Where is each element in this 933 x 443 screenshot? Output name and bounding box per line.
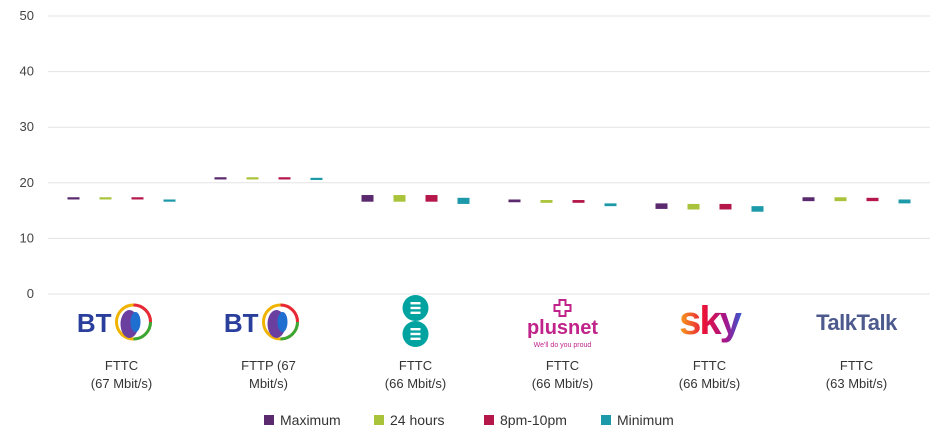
bar-24-hours (99, 197, 112, 200)
bar-minimum (457, 197, 470, 204)
logo-text: BT (224, 308, 259, 338)
logo-plusnet: plusnet We'll do you proud (527, 299, 598, 349)
provider-logos: BT BT E E plusnet We'll do you proud sky TalkT… (77, 295, 899, 349)
logo-ee: E E (402, 295, 429, 347)
category-label-line2: (67 Mbit/s) (91, 376, 152, 391)
category-label-line2: (66 Mbit/s) (385, 376, 446, 391)
plusnet-cross-icon (553, 299, 572, 317)
legend-label: 24 hours (390, 412, 444, 428)
legend-label: Minimum (617, 412, 674, 428)
y-tick-label: 30 (20, 119, 34, 134)
bar-24-hours (540, 200, 553, 203)
bar-maximum (802, 197, 815, 202)
bar-minimum (751, 206, 764, 212)
bar-8pm-10pm (425, 195, 438, 202)
bar-maximum (214, 177, 227, 180)
bar-8pm-10pm (131, 197, 144, 200)
bar-minimum (898, 199, 911, 204)
logo-bt: BT (77, 303, 152, 341)
bar-8pm-10pm (866, 197, 879, 202)
talktalk-logo-icon: TalkTalk (816, 310, 898, 335)
bar-maximum (655, 203, 668, 209)
bar-24-hours (246, 177, 259, 180)
bar-8pm-10pm (278, 177, 291, 180)
bt-globe-icon (262, 303, 299, 341)
legend: Maximum 24 hours 8pm-10pm Minimum (264, 412, 674, 428)
bt-globe-icon (115, 303, 152, 341)
gridlines (48, 15, 930, 295)
legend-item: Maximum (264, 412, 341, 428)
legend-swatch (374, 415, 384, 425)
bar-minimum (163, 199, 176, 202)
bar-8pm-10pm (719, 203, 732, 210)
legend-swatch (484, 415, 494, 425)
legend-swatch (264, 415, 274, 425)
bar-maximum (508, 199, 521, 203)
y-tick-label: 0 (27, 286, 34, 301)
category-label-line1: FTTC (840, 358, 873, 373)
bar-maximum (67, 197, 80, 200)
legend-item: 8pm-10pm (484, 412, 567, 428)
bar-maximum (361, 195, 374, 202)
logo-tagline: We'll do you proud (534, 342, 592, 349)
logo-talktalk: TalkTalk (816, 310, 899, 335)
y-tick-label: 10 (20, 230, 34, 245)
legend-label: 8pm-10pm (500, 412, 567, 428)
category-label-line1: FTTC (693, 358, 726, 373)
ee-logo-icon (402, 295, 429, 347)
logo-bt: BT (224, 303, 299, 341)
legend-label: Maximum (280, 412, 341, 428)
logo-sky: sky (679, 299, 744, 343)
category-label-line2: (63 Mbit/s) (826, 376, 887, 391)
category-labels: FTTC (67 Mbit/s) FTTP (67 Mbit/s) FTTC (66 Mb… (91, 358, 887, 391)
category-label-line1: FTTC (105, 358, 138, 373)
category-label-line1: FTTC (399, 358, 432, 373)
category-label-line1: FTTP (67 (241, 358, 296, 373)
category-label-line1: FTTC (546, 358, 579, 373)
category-label-line2: (66 Mbit/s) (679, 376, 740, 391)
bars (67, 177, 911, 212)
y-tick-label: 20 (20, 175, 34, 190)
logo-text: plusnet (527, 317, 598, 339)
legend-item: Minimum (601, 412, 674, 428)
bar-minimum (310, 177, 323, 181)
logo-text: BT (77, 308, 112, 338)
bar-minimum (604, 203, 617, 207)
bar-24-hours (687, 203, 700, 210)
y-tick-label: 40 (20, 64, 34, 79)
sky-logo-icon: sky (679, 299, 742, 343)
bar-8pm-10pm (572, 200, 585, 203)
category-label-line2: Mbit/s) (249, 376, 288, 391)
y-axis-ticks: 0 10 20 30 40 50 (20, 8, 34, 301)
legend-swatch (601, 415, 611, 425)
category-label-line2: (66 Mbit/s) (532, 376, 593, 391)
bar-24-hours (393, 195, 406, 202)
y-tick-label: 50 (20, 8, 34, 23)
legend-item: 24 hours (374, 412, 444, 428)
bar-24-hours (834, 197, 847, 202)
